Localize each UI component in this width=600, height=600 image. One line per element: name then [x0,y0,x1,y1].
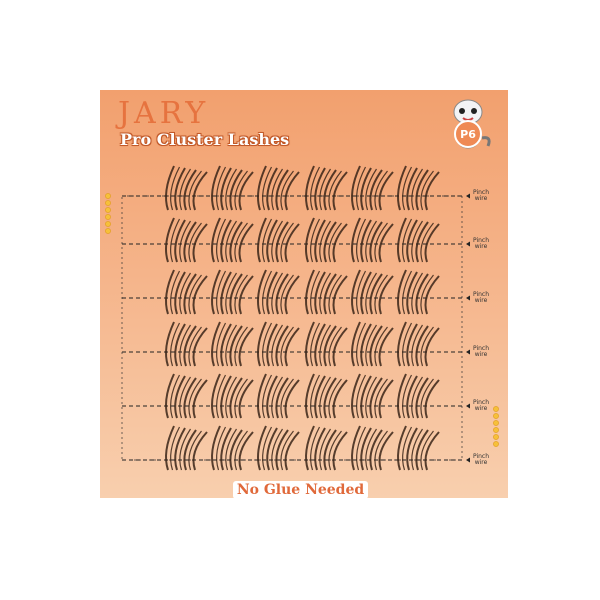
pinch-wire-label: Pinch wire [472,189,490,202]
lash-cluster [257,269,300,315]
lash-cluster [351,217,394,263]
lash-cluster [397,373,440,419]
pinch-wire-label: Pinch wire [472,237,490,250]
lash-cluster [211,321,254,367]
brand-logo: JARY [118,96,210,131]
lash-cluster [165,165,208,211]
pinch-wire-label: Pinch wire [472,453,490,466]
variant-badge: P6 [454,120,482,148]
pinch-wire-label: Pinch wire [472,399,490,412]
lash-cluster [305,269,348,315]
lash-cluster [351,165,394,211]
arrow-left-icon [466,349,470,355]
lash-cluster [211,165,254,211]
lash-cluster [305,217,348,263]
gold-bead-icon [105,228,111,234]
lash-cluster [397,165,440,211]
gold-bead-icon [493,413,499,419]
lash-cluster [351,321,394,367]
lash-cluster [305,321,348,367]
lash-cluster [211,373,254,419]
lash-cluster [351,425,394,471]
lash-cluster [305,373,348,419]
lash-cluster [165,321,208,367]
arrow-left-icon [466,457,470,463]
lash-cluster [397,425,440,471]
arrow-left-icon [466,241,470,247]
gold-bead-icon [493,406,499,412]
lash-cluster [211,425,254,471]
pinch-wire-label: Pinch wire [472,291,490,304]
lash-cluster [165,269,208,315]
lash-cluster [211,269,254,315]
lash-cluster [257,165,300,211]
arrow-left-icon [466,403,470,409]
gold-bead-icon [493,434,499,440]
lash-cluster [397,269,440,315]
arrow-left-icon [466,295,470,301]
gold-bead-icon [105,207,111,213]
lash-cluster [211,217,254,263]
lash-cluster [257,425,300,471]
lash-cluster [305,425,348,471]
gold-bead-icon [493,420,499,426]
lash-cluster [165,217,208,263]
gold-bead-icon [493,441,499,447]
lash-cluster [305,165,348,211]
lash-cluster [257,373,300,419]
gold-bead-icon [105,193,111,199]
pinch-wire-label: Pinch wire [472,345,490,358]
gold-bead-icon [105,200,111,206]
gold-bead-icon [105,221,111,227]
product-subtitle: Pro Cluster Lashes [120,130,290,149]
arrow-left-icon [466,193,470,199]
gold-bead-icon [105,214,111,220]
gold-bead-icon [493,427,499,433]
product-panel [100,90,508,498]
lash-cluster [165,425,208,471]
lash-cluster [165,373,208,419]
lash-cluster [351,373,394,419]
lash-cluster [351,269,394,315]
lash-cluster [257,321,300,367]
no-glue-banner: No Glue Needed [233,481,368,499]
lash-cluster [397,217,440,263]
lash-cluster [397,321,440,367]
lash-cluster [257,217,300,263]
